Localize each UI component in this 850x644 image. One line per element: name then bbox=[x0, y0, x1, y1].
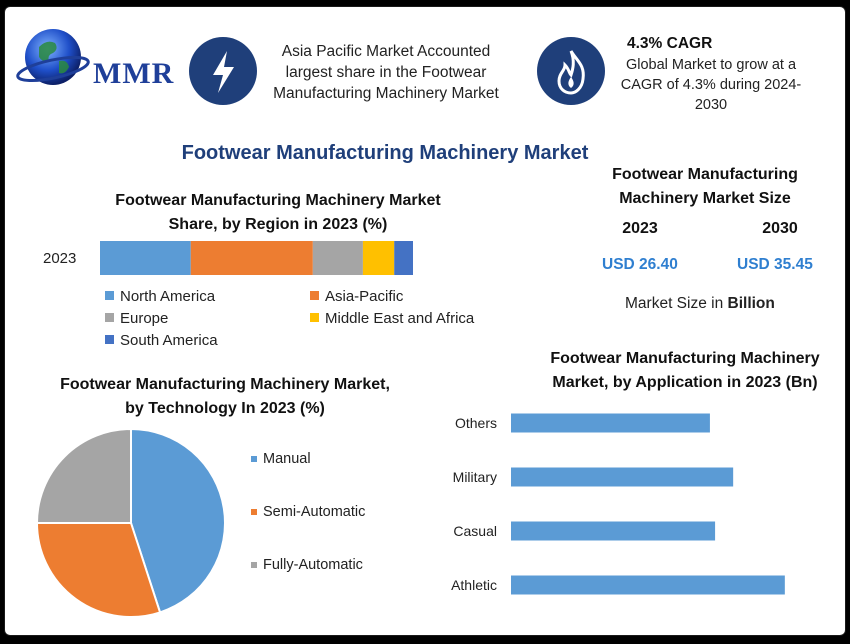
lightning-icon bbox=[213, 51, 234, 93]
application-bar-others bbox=[511, 413, 710, 433]
flame-icon bbox=[557, 50, 585, 95]
application-bar-military bbox=[511, 467, 734, 487]
swatch bbox=[251, 509, 257, 515]
swatch bbox=[105, 335, 114, 344]
cagr-title: 4.3% CAGR bbox=[627, 35, 713, 52]
infographic: MMR Asia Pacific Market Accounted larges… bbox=[4, 6, 846, 636]
legend-label: Asia-Pacific bbox=[325, 288, 404, 305]
application-bar-casual bbox=[511, 521, 716, 541]
flame-badge bbox=[537, 37, 605, 105]
application-bar-athletic bbox=[511, 575, 785, 595]
globe-icon bbox=[16, 29, 90, 85]
legend-europe: Europe bbox=[105, 310, 168, 327]
application-label-others: Others bbox=[455, 415, 497, 431]
swatch bbox=[251, 562, 257, 568]
pie-slice-manual bbox=[130, 427, 226, 614]
legend-label: Europe bbox=[120, 310, 169, 327]
main-title: Footwear Manufacturing Machinery Market bbox=[181, 142, 589, 164]
region-segment-north-america bbox=[100, 241, 191, 275]
application-bar-chart: Others Military Casual Athletic bbox=[451, 413, 785, 595]
asia-pacific-highlight: Asia Pacific Market Accounted largest sh… bbox=[273, 43, 499, 102]
swatch bbox=[310, 313, 319, 322]
region-segment-south-america bbox=[394, 241, 413, 275]
pie-slice-semi-automatic bbox=[35, 522, 162, 618]
legend-south-america: South America bbox=[105, 332, 218, 349]
application-label-military: Military bbox=[453, 469, 497, 485]
legend-north-america: North America bbox=[105, 288, 215, 305]
region-segment-middle-east-and-africa bbox=[362, 241, 395, 275]
technology-pie bbox=[35, 427, 226, 618]
cagr-highlight: Global Market to grow at a CAGR of 4.3% … bbox=[620, 57, 802, 113]
logo: MMR bbox=[13, 21, 183, 91]
market-size-note-unit: Billion bbox=[727, 295, 775, 312]
swatch bbox=[105, 313, 114, 322]
region-year-label: 2023 bbox=[43, 250, 77, 267]
swatch bbox=[310, 291, 319, 300]
region-segment-asia-pacific bbox=[190, 241, 313, 275]
market-size-year-2030: 2030 bbox=[762, 220, 798, 237]
legend-asia-pacific: Asia-Pacific bbox=[310, 288, 403, 305]
legend-label: South America bbox=[120, 332, 218, 349]
market-size-year-2023: 2023 bbox=[622, 220, 658, 237]
market-size-value-2030: USD 35.45 bbox=[737, 256, 813, 273]
legend-fully-automatic: Fully-Automatic bbox=[251, 557, 363, 573]
application-chart-title: Footwear Manufacturing Machinery Market,… bbox=[550, 350, 820, 391]
legend-semi-automatic: Semi-Automatic bbox=[251, 504, 365, 520]
application-label-athletic: Athletic bbox=[451, 577, 497, 593]
legend-label: Fully-Automatic bbox=[263, 557, 363, 573]
swatch bbox=[251, 456, 257, 462]
market-size-value-2023: USD 26.40 bbox=[602, 256, 678, 273]
pie-slice-fully-automatic bbox=[35, 427, 132, 524]
application-label-casual: Casual bbox=[453, 523, 497, 539]
legend-manual: Manual bbox=[251, 451, 311, 467]
legend-label: North America bbox=[120, 288, 216, 305]
lightning-badge bbox=[189, 37, 257, 105]
technology-chart-title: Footwear Manufacturing Machinery Market,… bbox=[60, 376, 390, 417]
market-size-note: Market Size in Billion bbox=[625, 295, 775, 313]
legend-label: Semi-Automatic bbox=[263, 504, 366, 520]
swatch bbox=[105, 291, 114, 300]
region-segment-europe bbox=[312, 241, 363, 275]
legend-label: Manual bbox=[263, 451, 311, 467]
region-chart-title: Footwear Manufacturing Machinery Market … bbox=[115, 192, 441, 233]
market-size-title: Footwear Manufacturing Machinery Market … bbox=[612, 166, 798, 207]
region-stacked-bar bbox=[100, 241, 413, 275]
legend-label: Middle East and Africa bbox=[325, 310, 475, 327]
market-size-note-prefix: Market Size in bbox=[625, 295, 728, 312]
brand-name: MMR bbox=[93, 57, 175, 90]
legend-middle-east-africa: Middle East and Africa bbox=[310, 310, 474, 327]
